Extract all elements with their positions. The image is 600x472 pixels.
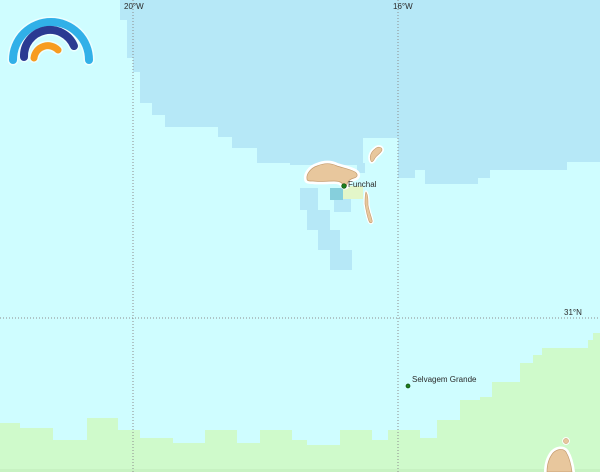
- madeira-island: [303, 160, 361, 190]
- place-label-selvagem-grande: Selvagem Grande: [412, 375, 477, 384]
- longitude-label-16w: 16°W: [393, 2, 413, 11]
- canary-island: [544, 437, 575, 472]
- porto-santo-island: [368, 145, 384, 164]
- funchal-marker[interactable]: [341, 183, 347, 189]
- selvagem-grande-marker[interactable]: [405, 383, 411, 389]
- sea-cell-green: [343, 186, 363, 199]
- sea-cells-blue-band: [300, 188, 352, 270]
- sea-zone-medium-blue: [120, 0, 600, 184]
- place-label-funchal: Funchal: [348, 180, 377, 189]
- sea-cell-teal: [330, 188, 343, 200]
- ipma-rainbow-logo-icon[interactable]: [7, 16, 95, 66]
- latitude-label-31n: 31°N: [564, 308, 582, 317]
- longitude-label-20w: 20°W: [124, 2, 144, 11]
- bottom-edge-strip: [0, 469, 600, 472]
- sea-zone-green: [0, 333, 600, 472]
- desertas-islands: [363, 190, 374, 225]
